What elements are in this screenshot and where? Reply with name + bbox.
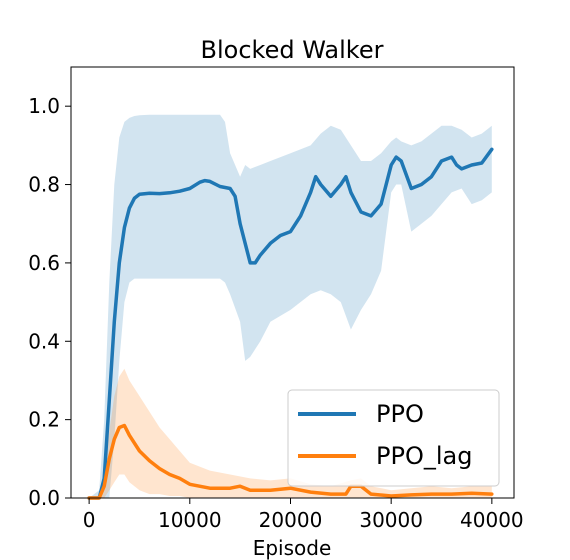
legend-label-ppo-lag: PPO_lag xyxy=(376,442,472,470)
y-tick-label: 0.2 xyxy=(28,408,60,432)
x-tick-label: 10000 xyxy=(158,508,222,532)
y-tick-label: 1.0 xyxy=(28,94,60,118)
series-line-ppo-lag xyxy=(87,423,494,500)
confidence-bands xyxy=(89,114,492,499)
x-tick-label: 40000 xyxy=(460,508,524,532)
x-axis-label: Episode xyxy=(253,536,332,560)
y-tick-label: 0.8 xyxy=(28,173,60,197)
x-tick-label: 0 xyxy=(83,508,96,532)
y-tick-label: 0.0 xyxy=(28,486,60,510)
band-ppo xyxy=(89,114,492,499)
series-lines xyxy=(87,147,494,500)
x-tick-label: 30000 xyxy=(359,508,423,532)
plot-frame xyxy=(70,66,515,499)
y-axis: 0.0 0.2 0.4 0.6 0.8 1.0 xyxy=(28,94,71,510)
legend: PPO PPO_lag xyxy=(287,389,500,487)
x-tick-label: 20000 xyxy=(259,508,323,532)
y-tick-label: 0.6 xyxy=(28,251,60,275)
legend-label-ppo: PPO xyxy=(376,400,424,428)
x-axis: 0 10000 20000 30000 40000 xyxy=(83,498,524,532)
series-line-ppo xyxy=(87,147,494,500)
y-tick-label: 0.4 xyxy=(28,329,60,353)
band-ppo-lag xyxy=(89,368,492,498)
chart-title: Blocked Walker xyxy=(201,36,384,64)
